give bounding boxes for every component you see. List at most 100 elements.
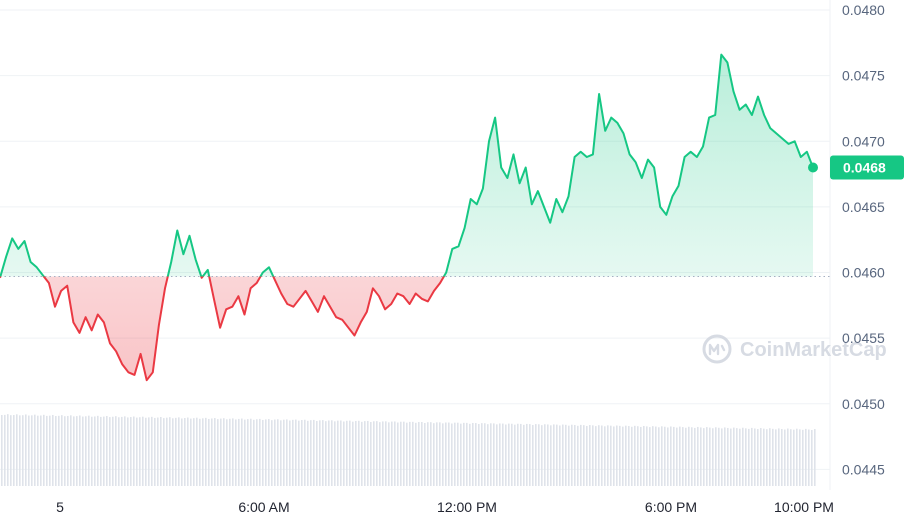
volume-bar [154,417,156,486]
volume-bar [193,418,195,486]
fill-above-baseline [0,54,813,277]
y-tick-label: 0.0475 [842,68,885,84]
volume-bar [184,417,186,486]
volume-bar [775,429,777,486]
volume-bar [607,425,609,486]
volume-bar [328,420,330,486]
volume-bar [286,419,288,486]
volume-bar [631,426,633,486]
volume-bar [49,415,51,486]
volume-bar [28,415,30,486]
volume-bar [448,422,450,486]
volume-bar [724,427,726,486]
volume-bar [202,418,204,486]
volume-bar [112,416,114,486]
volume-bar [511,423,513,486]
coinmarketcap-logo-icon [702,334,732,364]
volume-bar [538,424,540,486]
volume-bar [658,427,660,486]
volume-bar [280,420,282,486]
volume-bar [562,424,564,486]
volume-bar [508,423,510,486]
volume-bar [301,420,303,486]
volume-bar [361,421,363,486]
volume-bar [667,427,669,486]
volume-bar [382,421,384,486]
volume-bar [196,417,198,486]
volume-bar [241,418,243,486]
volume-bar [97,415,99,486]
volume-bars [1,414,816,486]
volume-bar [499,423,501,486]
volume-bar [292,419,294,486]
volume-bar [637,426,639,486]
volume-bar [109,417,111,486]
volume-bar [268,419,270,486]
volume-bar [463,422,465,486]
volume-bar [373,421,375,486]
volume-bar [142,416,144,486]
volume-bar [697,426,699,486]
volume-bar [295,419,297,486]
volume-bar [595,426,597,486]
volume-bar [556,424,558,486]
volume-bar [379,422,381,486]
volume-bar [745,428,747,486]
volume-bar [121,416,123,486]
x-axis: 5 6:00 AM 12:00 PM 6:00 PM 10:00 PM [56,499,834,515]
y-tick-label: 0.0455 [842,330,885,346]
volume-bar [88,415,90,486]
volume-bar [535,424,537,486]
volume-bar [385,421,387,486]
volume-bar [700,427,702,486]
volume-bar [802,429,804,486]
volume-bar [709,427,711,486]
volume-bar [634,425,636,486]
volume-bar [394,421,396,486]
volume-bar [190,418,192,486]
volume-bar [679,426,681,486]
volume-bar [526,423,528,486]
volume-bar [331,420,333,486]
volume-bar [358,420,360,486]
volume-bar [58,415,60,486]
volume-bar [406,422,408,486]
volume-bar [661,426,663,486]
volume-bar [580,424,582,486]
volume-bar [349,420,351,486]
volume-bar [175,417,177,486]
volume-bar [430,422,432,486]
volume-bar [760,428,762,486]
volume-bar [706,427,708,486]
price-line-down [0,276,446,382]
volume-bar [343,421,345,486]
volume-bar [130,417,132,486]
volume-bar [94,416,96,486]
volume-bar [604,426,606,486]
volume-bar [649,427,651,486]
volume-bar [514,424,516,486]
volume-bar [79,415,81,486]
volume-bar [70,415,72,486]
volume-bar [547,424,549,486]
volume-bar [496,424,498,486]
volume-bar [91,416,93,486]
volume-bar [505,424,507,486]
volume-bar [289,420,291,486]
volume-bar [664,426,666,486]
volume-bar [409,421,411,486]
volume-bar [646,426,648,486]
volume-bar [274,419,276,486]
volume-bar [253,419,255,486]
volume-bar [601,425,603,486]
volume-bar [226,419,228,486]
volume-bar [178,417,180,486]
volume-bar [487,424,489,486]
volume-bar [790,429,792,486]
volume-bar [787,428,789,486]
volume-bar [31,415,33,486]
volume-bar [391,421,393,486]
volume-bar [733,427,735,486]
volume-bar [277,419,279,486]
